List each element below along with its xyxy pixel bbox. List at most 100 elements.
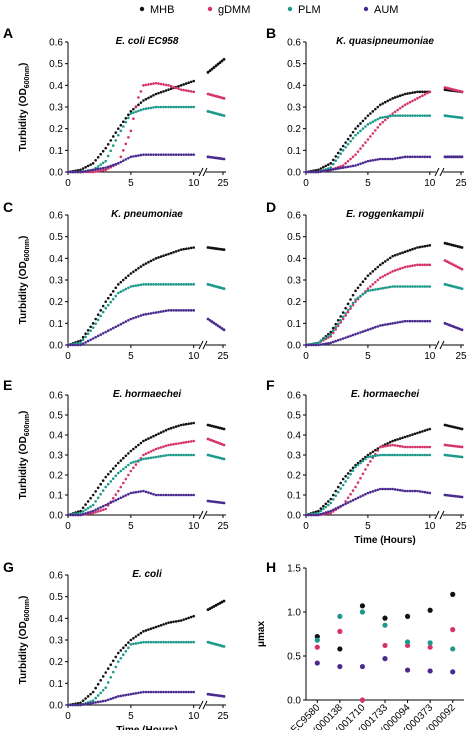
data-point xyxy=(354,164,357,167)
data-point xyxy=(408,248,412,252)
data-point xyxy=(144,107,148,111)
data-point xyxy=(134,154,138,158)
data-point xyxy=(426,91,429,95)
data-point-after-break xyxy=(222,114,226,118)
data-point xyxy=(324,342,328,346)
data-point xyxy=(354,289,357,293)
data-point xyxy=(423,319,427,323)
data-point xyxy=(341,503,345,507)
data-point xyxy=(349,307,352,310)
x-tick-label: 25 xyxy=(455,351,467,362)
data-point xyxy=(144,452,148,456)
data-point xyxy=(336,151,340,155)
data-point xyxy=(428,491,432,495)
data-point xyxy=(189,615,193,619)
data-point xyxy=(192,421,196,425)
data-point xyxy=(162,105,165,109)
data-point xyxy=(354,485,357,489)
data-point xyxy=(408,445,412,449)
data-point xyxy=(423,285,427,288)
y-tick-label: 0.5 xyxy=(287,652,301,663)
data-point xyxy=(106,303,110,307)
data-point xyxy=(149,627,153,631)
data-point xyxy=(172,640,175,644)
data-point xyxy=(106,681,110,684)
data-point xyxy=(127,693,130,696)
data-point xyxy=(167,690,170,694)
data-point-after-break xyxy=(460,328,464,332)
data-point xyxy=(154,447,158,451)
y-tick-label: 0.2 xyxy=(49,297,63,308)
data-point xyxy=(149,82,153,86)
data-point xyxy=(81,699,85,702)
data-point-after-break xyxy=(458,455,462,459)
data-point xyxy=(450,646,456,652)
data-point xyxy=(152,434,155,438)
data-point xyxy=(423,93,427,96)
data-point xyxy=(122,149,125,152)
data-point xyxy=(154,640,158,644)
data-point xyxy=(378,445,382,449)
data-point xyxy=(162,690,165,694)
data-point xyxy=(101,489,105,492)
data-point xyxy=(122,278,125,282)
data-point xyxy=(147,83,150,86)
series-plm xyxy=(66,282,226,347)
data-point xyxy=(129,285,133,288)
data-point xyxy=(381,275,385,278)
data-point xyxy=(104,475,108,479)
legend: MHB gDMM PLM AUM xyxy=(139,4,398,16)
legend-marker-gdmm xyxy=(207,6,213,12)
data-point xyxy=(416,114,419,117)
data-point-after-break xyxy=(449,243,453,247)
data-point xyxy=(334,167,338,171)
data-point xyxy=(122,456,125,460)
data-point xyxy=(147,107,150,110)
data-point xyxy=(189,440,193,443)
data-point xyxy=(366,287,370,290)
data-point xyxy=(374,454,377,458)
data-point xyxy=(349,157,352,161)
y-tick-label: 0.2 xyxy=(49,657,63,668)
data-point xyxy=(339,321,342,324)
data-point xyxy=(346,137,350,141)
data-point xyxy=(427,668,433,674)
data-point xyxy=(91,701,95,705)
data-point xyxy=(164,454,168,457)
data-point-after-break xyxy=(454,115,458,119)
data-point xyxy=(86,164,90,168)
data-point xyxy=(329,501,333,505)
data-point xyxy=(383,100,387,104)
data-point xyxy=(162,430,165,433)
y-tick-label: 0.6 xyxy=(287,38,301,49)
y-tick-label: 0.6 xyxy=(287,211,301,222)
data-point xyxy=(184,309,188,312)
data-point xyxy=(450,669,456,675)
data-point xyxy=(361,161,365,165)
data-point xyxy=(381,453,385,457)
data-point xyxy=(329,341,333,345)
data-point xyxy=(411,433,414,436)
data-point xyxy=(319,343,323,346)
data-point xyxy=(167,283,170,286)
data-point xyxy=(408,100,412,104)
data-point xyxy=(401,453,404,457)
data-point xyxy=(99,509,102,512)
data-point xyxy=(324,164,328,168)
data-point xyxy=(359,294,362,298)
data-point xyxy=(361,127,365,130)
data-point xyxy=(137,109,140,113)
data-point-after-break xyxy=(222,443,226,447)
y-tick-label: 0.4 xyxy=(49,254,63,265)
data-point xyxy=(381,120,385,124)
data-point xyxy=(326,503,330,507)
data-point xyxy=(344,314,347,317)
data-point xyxy=(192,309,196,312)
data-point xyxy=(371,450,375,454)
data-point xyxy=(137,633,140,637)
data-point xyxy=(104,671,108,674)
data-point xyxy=(124,116,128,120)
data-point xyxy=(86,702,90,705)
data-point xyxy=(144,640,148,644)
data-point xyxy=(383,273,387,277)
